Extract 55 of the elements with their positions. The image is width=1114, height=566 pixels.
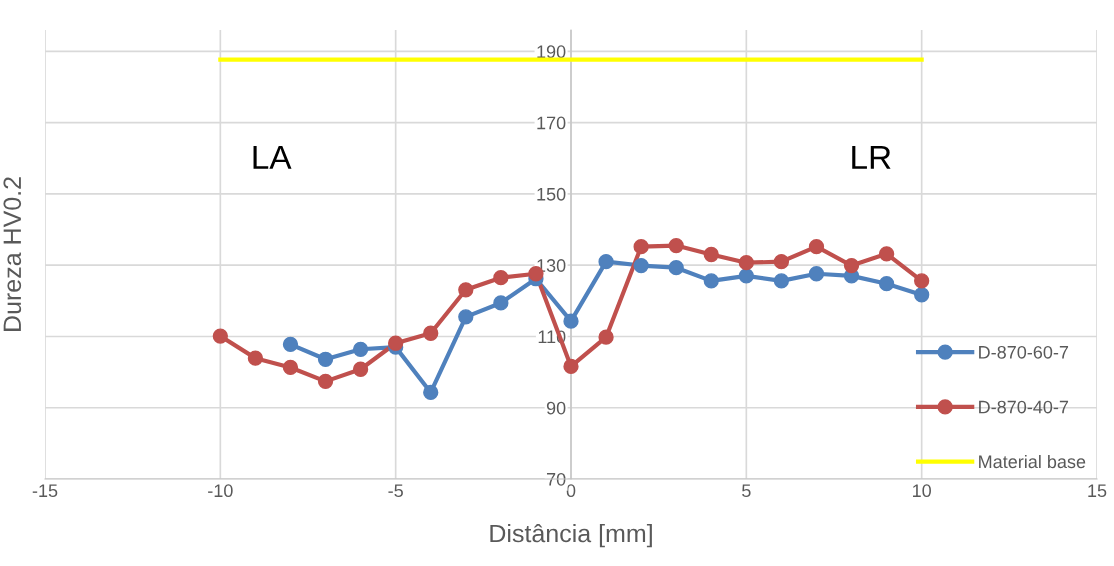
point [808,239,825,255]
point [493,295,509,311]
point [563,358,579,375]
point [738,268,754,284]
point [668,260,684,276]
x-tick-label: 10 [913,484,931,498]
point [914,287,930,303]
point [212,328,228,344]
point [633,257,649,274]
point [808,266,825,282]
point [703,246,719,263]
point [703,273,719,289]
point [738,255,754,271]
point [773,253,790,270]
point [878,276,895,292]
point [773,273,790,289]
point [317,351,334,367]
x-tick-label: 15 [1088,484,1107,498]
point [878,246,895,262]
y-tick-label: 170 [537,116,566,130]
point [282,359,299,376]
point [352,361,369,377]
legend-label: D-870-60-7 [979,345,1069,359]
point [563,313,579,329]
legend-label: D-870-40-7 [979,400,1069,414]
y-tick-label: 190 [537,45,566,59]
point [843,257,860,274]
point [317,373,334,389]
annotation: LR [852,145,891,169]
annotation: LA [253,145,292,169]
point [493,270,509,286]
point [633,239,649,255]
y-tick-label: 70 [546,472,566,486]
x-tick-label: -10 [208,484,233,498]
x-axis-title: Distância [mm] [490,523,652,548]
x-tick-label: -15 [32,484,58,498]
y-tick-label: 150 [537,187,566,201]
point [458,309,474,325]
point [668,237,684,254]
point [598,253,614,270]
point [423,384,439,401]
y-tick-label: 90 [546,401,566,415]
x-tick-label: 0 [566,484,576,498]
point [388,335,404,351]
point [247,350,264,366]
point [598,329,614,345]
x-tick-label: 5 [742,484,751,498]
x-tick-label: -5 [388,484,403,498]
legend-label: Material base [979,454,1086,469]
point [282,336,299,352]
point [914,273,930,289]
point [352,341,369,357]
point [458,282,474,298]
y-axis-title: Dureza HV0.2 [3,177,22,331]
point [423,325,439,341]
